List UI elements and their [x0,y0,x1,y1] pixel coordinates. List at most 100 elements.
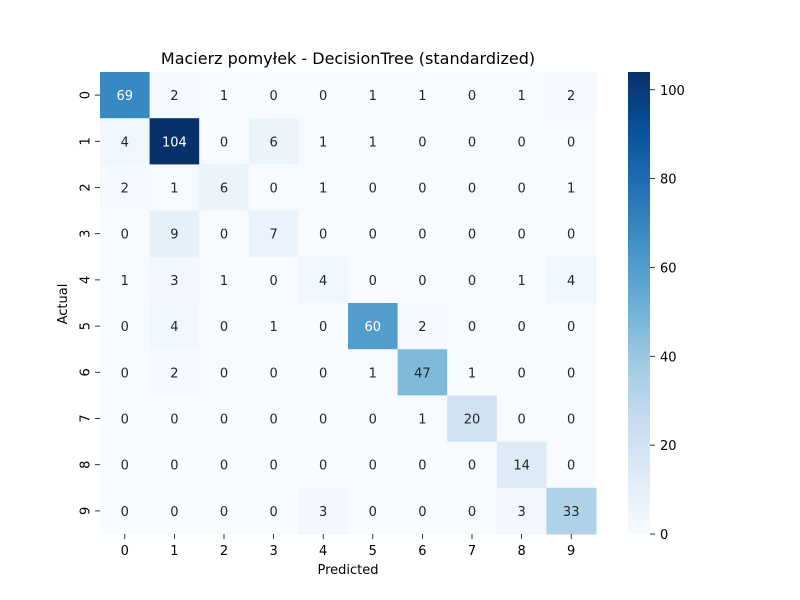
colorbar-tick-label: 20 [660,439,677,454]
heatmap-cell [149,210,200,258]
heatmap-cell [199,395,250,443]
cell-value-label: 1 [418,413,426,428]
y-axis-ticks: 0 1 2 3 4 5 6 7 8 9 [79,91,100,515]
heatmap-cell [546,72,597,119]
heatmap-cell [546,487,597,535]
cell-value-label: 0 [220,135,228,150]
cell-value-label: 9 [170,228,178,243]
cell-value-label: 0 [319,366,327,381]
heatmap-cell [447,349,498,396]
cell-value-label: 0 [269,182,277,197]
cell-value-label: 1 [269,320,277,335]
cell-value-label: 1 [517,274,525,289]
cell-value-label: 0 [418,135,426,150]
cell-value-label: 0 [468,89,476,104]
heatmap-cell [100,303,151,350]
colorbar-tick-label: 0 [660,528,668,543]
heatmap-cell [546,164,597,212]
cell-value-label: 4 [170,320,178,335]
colorbar [628,72,650,534]
cell-value-label: 0 [468,505,476,520]
cell-value-label: 0 [517,366,525,381]
cell-value-label: 0 [418,228,426,243]
cell-value-label: 3 [170,274,178,289]
heatmap-cell [149,72,200,119]
heatmap-cell [298,395,349,443]
y-tick-label: 7 [79,414,94,422]
y-tick-label: 8 [79,461,94,469]
x-axis-ticks: 0 1 2 3 4 5 6 7 8 9 [121,534,575,559]
heatmap-cell [149,303,200,350]
cell-value-label: 1 [170,182,178,197]
heatmap-cell [100,349,151,396]
y-axis-label: Actual [56,284,71,325]
heatmap-cell [298,303,349,350]
cell-value-label: 0 [418,459,426,474]
cell-value-label: 0 [319,320,327,335]
x-tick-label: 2 [220,544,228,559]
heatmap-cell [348,395,399,443]
heatmap-cell [100,164,151,212]
heatmap-cell [496,303,547,350]
heatmap-cell [397,256,448,304]
y-tick-label: 1 [79,137,94,145]
heatmap-cell [100,395,151,443]
cell-value-label: 0 [567,366,575,381]
heatmap-cell [298,118,349,165]
heatmap-cell [248,118,299,165]
cell-value-label: 0 [567,320,575,335]
cell-value-label: 0 [319,228,327,243]
cell-value-label: 0 [418,505,426,520]
cell-value-label: 0 [319,413,327,428]
heatmap-cell [199,441,250,489]
heatmap-cell [496,487,547,535]
heatmap-cell [397,487,448,535]
heatmap-cell [149,349,200,396]
x-tick-label: 5 [369,544,377,559]
heatmap-cell [100,256,151,304]
heatmap-cell [348,303,399,350]
cell-value-label: 0 [170,505,178,520]
cell-value-label: 0 [369,459,377,474]
colorbar-tick-label: 100 [660,84,685,99]
y-tick-label: 4 [79,276,94,284]
cell-value-label: 20 [464,413,481,428]
cell-value-label: 0 [319,89,327,104]
heatmap-cell [397,303,448,350]
cell-value-label: 60 [365,320,382,335]
x-tick-label: 0 [121,544,129,559]
cell-value-label: 0 [121,228,129,243]
heatmap-cell [546,118,597,165]
heatmap-cell [248,164,299,212]
colorbar-tick-label: 40 [660,350,677,365]
heatmap-cell [348,118,399,165]
chart-title: Macierz pomyłek - DecisionTree (standard… [161,49,535,68]
heatmap-cell [496,395,547,443]
heatmap-cell [298,349,349,396]
heatmap-cell [298,256,349,304]
heatmap-cell [248,210,299,258]
heatmap-cell [348,210,399,258]
cell-value-label: 33 [563,505,580,520]
heatmap-cell [397,210,448,258]
cell-value-label: 0 [517,413,525,428]
heatmap-cell [348,164,399,212]
heatmap-cell [298,441,349,489]
cell-value-label: 0 [269,459,277,474]
heatmap-cell [546,256,597,304]
cell-value-label: 0 [121,366,129,381]
cell-value-label: 2 [121,182,129,197]
heatmap-cell [546,441,597,489]
cell-value-label: 0 [220,320,228,335]
x-axis-label: Predicted [317,563,378,578]
cell-value-label: 2 [170,89,178,104]
heatmap-cell [248,256,299,304]
heatmap-cell [248,487,299,535]
heatmap-cell [100,487,151,535]
cell-value-label: 0 [369,228,377,243]
heatmap-cell [100,118,151,165]
cell-value-label: 0 [220,366,228,381]
cell-value-label: 3 [319,505,327,520]
cell-value-label: 0 [121,413,129,428]
cell-value-label: 2 [170,366,178,381]
